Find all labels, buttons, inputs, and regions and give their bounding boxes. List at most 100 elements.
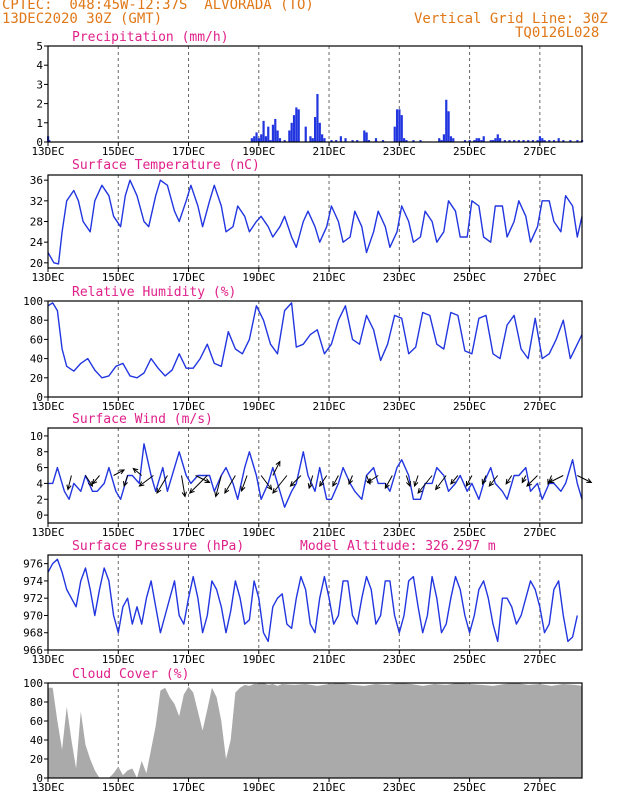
x-date-label: 19DEC (242, 271, 275, 284)
wind-arrow (215, 475, 222, 497)
wind-arrow (577, 475, 592, 483)
wind-arrowhead (87, 480, 94, 487)
wind-arrow (521, 475, 527, 483)
precip-bar (253, 136, 256, 142)
precip-bar (531, 140, 535, 142)
precip-bar (260, 134, 263, 142)
header-model-id: TQ0126L028 (515, 25, 600, 41)
wind-arrowhead (526, 481, 532, 487)
precip-bar (538, 136, 542, 142)
y-tick-label: 60 (30, 715, 43, 728)
precip-bar (290, 122, 293, 142)
wind-arrow (348, 475, 353, 485)
wind-arrowhead (548, 478, 555, 484)
x-date-label: 23DEC (383, 400, 416, 413)
x-date-label: 25DEC (453, 145, 486, 158)
precip-bar (438, 138, 441, 142)
precip-bar (393, 126, 396, 142)
y-tick-label: 20 (30, 257, 43, 270)
wind-arrowhead (366, 477, 373, 484)
precip-bar (452, 138, 455, 142)
precip-bar (449, 136, 453, 142)
wind-arrow (367, 475, 379, 483)
y-tick-label: 974 (23, 575, 43, 588)
wind-arrowhead (417, 488, 423, 494)
y-tick-label: 36 (30, 174, 43, 187)
precip-bar (309, 136, 312, 142)
precip-bar (316, 94, 319, 142)
precip-bar (323, 138, 326, 142)
wind-arrowhead (240, 485, 246, 492)
x-date-label: 19DEC (242, 653, 275, 666)
y-tick-label: 28 (30, 216, 43, 229)
y-tick-label: 20 (30, 372, 43, 385)
x-date-label: 23DEC (383, 781, 416, 794)
x-date-label: 27DEC (523, 145, 556, 158)
panel-title: Surface Temperature (nC) (72, 158, 260, 173)
precip-bar (552, 140, 556, 142)
wind-arrow (272, 461, 281, 476)
precip-bar (374, 138, 378, 142)
wind-arrow (241, 475, 248, 492)
wind-arrowhead (488, 481, 495, 487)
precip-bar (557, 138, 560, 142)
x-date-label: 19DEC (242, 145, 275, 158)
x-date-label: 17DEC (172, 653, 205, 666)
precip-bar (445, 99, 448, 142)
panel-title: Surface Pressure (hPa) (72, 539, 244, 554)
precip-bar (381, 140, 385, 142)
wind-arrowhead (119, 469, 126, 475)
wind-arrowhead (289, 481, 296, 487)
precip-bar (311, 138, 314, 142)
precip-bar (283, 140, 286, 142)
x-date-label: 27DEC (523, 781, 556, 794)
wind-arrow (488, 475, 499, 487)
precip-bar (543, 140, 546, 142)
precip-bar (480, 140, 483, 142)
panel-annotation: Model Altitude: 326.297 m (300, 539, 496, 554)
x-date-label: 21DEC (312, 400, 345, 413)
precip-bar (489, 140, 492, 142)
y-tick-label: 40 (30, 353, 43, 366)
precip-bar (339, 136, 342, 142)
x-date-label: 15DEC (102, 400, 135, 413)
y-tick-label: 5 (36, 40, 43, 53)
precip-bar (562, 140, 565, 142)
x-date-label: 13DEC (31, 145, 64, 158)
header-grid-line: Vertical Grid Line: 30Z (414, 11, 608, 27)
panel-title: Cloud Cover (%) (72, 667, 189, 682)
wind-arrow (260, 475, 273, 490)
y-tick-label: 1 (36, 117, 43, 130)
wind-arrow (123, 475, 129, 487)
wind-arrowhead (132, 467, 139, 474)
x-date-label: 25DEC (453, 526, 486, 539)
plot-frame (47, 45, 583, 143)
y-tick-label: 0 (36, 772, 43, 785)
precip-bar (522, 140, 525, 142)
precip-bar (274, 118, 277, 142)
y-tick-label: 6 (36, 462, 43, 475)
precip-bar (365, 132, 368, 142)
x-date-label: 17DEC (172, 400, 205, 413)
y-tick-label: 100 (23, 677, 43, 690)
precip-bar (330, 140, 333, 142)
precip-bar (508, 140, 511, 142)
precip-bar (48, 140, 51, 142)
precip-bar (548, 140, 551, 142)
precip-bar (412, 140, 415, 142)
wind-arrowhead (204, 478, 211, 484)
plot-frame (47, 427, 583, 524)
precip-bar (475, 138, 478, 142)
x-date-label: 13DEC (31, 781, 64, 794)
x-date-label: 15DEC (102, 145, 135, 158)
wind-arrow (526, 475, 538, 487)
x-date-label: 17DEC (172, 526, 205, 539)
panel-title: Relative Humidity (%) (72, 285, 236, 300)
precip-bar (262, 120, 265, 142)
y-tick-label: 972 (23, 592, 43, 605)
wind-arrowhead (450, 478, 456, 485)
precip-bar (499, 138, 502, 142)
precip-bar (267, 126, 270, 142)
panel-0: 0 1 2 3 4 5 13DEC 15DEC 17DEC 19DEC 21DEC 23DEC 25DE… (31, 30, 584, 158)
y-tick-label: 10 (30, 430, 43, 443)
